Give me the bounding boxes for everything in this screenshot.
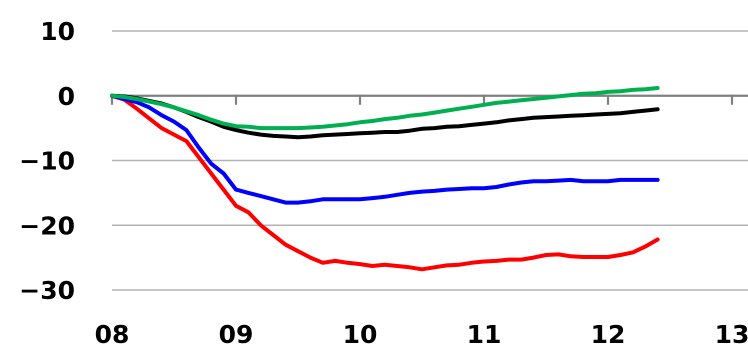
y-tick-label: −30 [19, 276, 75, 305]
series-lines [110, 86, 660, 272]
x-tick-labels: 08 09 10 11 12 13 [95, 320, 748, 349]
series-line-3 [110, 93, 660, 140]
x-tick-label: 11 [467, 320, 502, 349]
gridlines [112, 30, 748, 291]
y-tick-label: −10 [19, 147, 75, 176]
y-tick-label: 10 [40, 17, 75, 46]
x-tick-label: 13 [715, 320, 748, 349]
x-tick-label: 12 [591, 320, 626, 349]
series-line-2 [110, 93, 660, 205]
y-tick-label: 0 [58, 82, 75, 111]
x-tick-label: 10 [343, 320, 378, 349]
series-line-4 [110, 86, 660, 131]
y-tick-labels: 10 0 −10 −20 −30 [19, 17, 75, 305]
x-axis [110, 94, 748, 105]
x-tick-label: 09 [219, 320, 254, 349]
series-line-1 [110, 93, 660, 272]
x-tick-label: 08 [95, 320, 130, 349]
y-tick-label: −20 [19, 211, 75, 240]
